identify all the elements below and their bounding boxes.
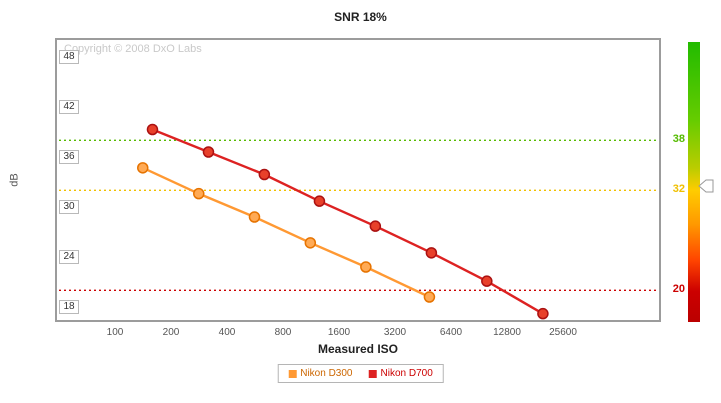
- legend: Nikon D300 Nikon D700: [277, 364, 444, 383]
- legend-item[interactable]: Nikon D700: [368, 368, 433, 379]
- y-tick-30: 30: [59, 200, 79, 214]
- data-point[interactable]: [146, 123, 159, 136]
- x-axis-label: Measured ISO: [317, 342, 399, 356]
- x-tick-12800: 12800: [493, 327, 521, 338]
- y-tick-42: 42: [59, 100, 79, 114]
- gradient-pointer-handle[interactable]: [698, 178, 714, 194]
- data-point[interactable]: [423, 291, 436, 303]
- x-tick-1600: 1600: [327, 327, 351, 338]
- y-tick-24: 24: [59, 250, 79, 264]
- data-point[interactable]: [425, 247, 438, 259]
- x-tick-6400: 6400: [439, 327, 463, 338]
- legend-swatch: [368, 369, 377, 378]
- plot-area: Copyright © 2008 DxO Labs 48 42 36 30 24 18: [55, 38, 661, 322]
- threshold-label-38: 38: [672, 133, 685, 146]
- series-line-0: [142, 166, 430, 299]
- x-tick-400: 400: [218, 327, 236, 338]
- threshold-label-20: 20: [672, 283, 685, 296]
- data-point[interactable]: [202, 146, 215, 158]
- data-point[interactable]: [481, 275, 493, 287]
- data-point[interactable]: [369, 220, 382, 232]
- x-tick-25600: 25600: [549, 327, 577, 338]
- data-point[interactable]: [248, 211, 261, 223]
- chart-title: SNR 18%: [334, 10, 387, 24]
- data-point[interactable]: [137, 162, 149, 174]
- threshold-label-32: 32: [672, 183, 685, 196]
- legend-swatch: [288, 369, 297, 378]
- legend-item[interactable]: Nikon D300: [288, 368, 353, 379]
- legend-label: Nikon D300: [300, 368, 353, 379]
- x-tick-200: 200: [162, 327, 180, 338]
- y-tick-48: 48: [59, 50, 79, 64]
- y-tick-36: 36: [59, 150, 79, 164]
- gradient-pointer-arrow-icon: [698, 179, 714, 193]
- data-point[interactable]: [537, 307, 549, 320]
- data-point[interactable]: [258, 168, 271, 181]
- chart-canvas: [59, 123, 657, 320]
- x-tick-100: 100: [106, 327, 124, 338]
- data-point[interactable]: [304, 237, 317, 249]
- y-axis-label: dB: [8, 173, 21, 187]
- x-tick-3200: 3200: [383, 327, 407, 338]
- legend-label: Nikon D700: [380, 368, 433, 379]
- quality-gradient-bar: [688, 42, 700, 322]
- series-line-1: [152, 128, 544, 315]
- y-tick-18: 18: [59, 300, 79, 314]
- data-point[interactable]: [360, 261, 372, 273]
- data-point[interactable]: [313, 195, 326, 207]
- data-point[interactable]: [193, 187, 205, 200]
- x-tick-800: 800: [274, 327, 292, 338]
- copyright-watermark: Copyright © 2008 DxO Labs: [64, 43, 202, 55]
